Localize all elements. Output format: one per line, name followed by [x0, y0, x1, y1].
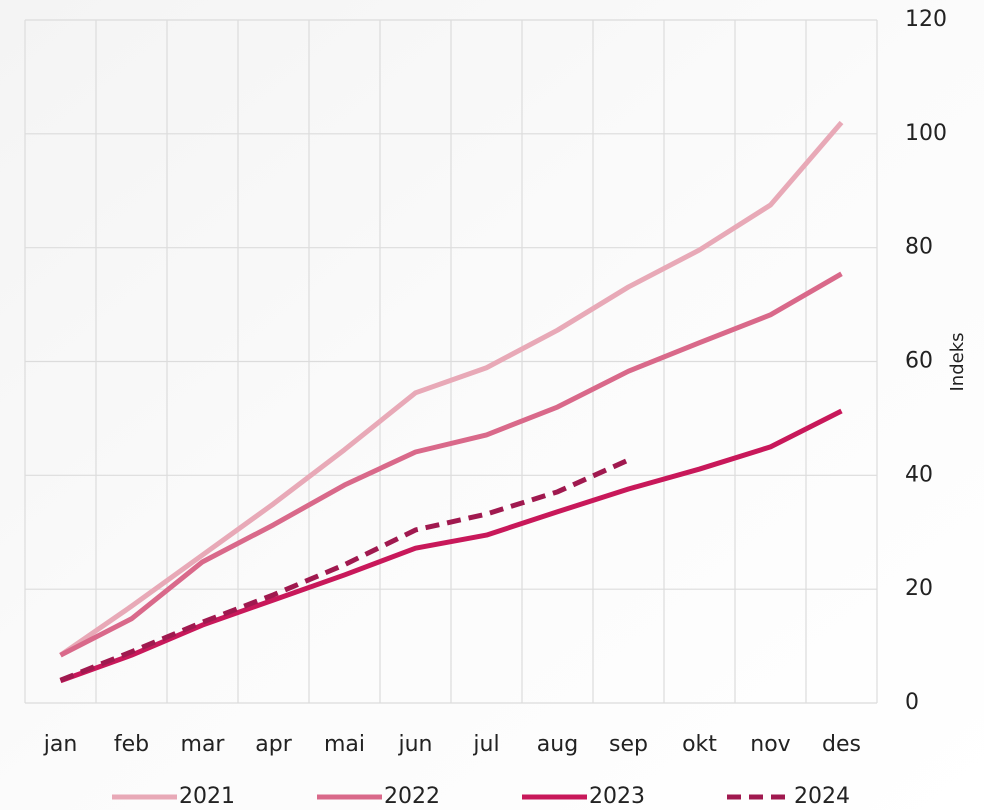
x-tick-label: jun	[398, 732, 433, 757]
x-tick-label: apr	[255, 732, 292, 757]
y-tick-label: 0	[905, 690, 919, 715]
x-tick-label: mai	[324, 732, 365, 757]
y-tick-label: 40	[905, 462, 933, 487]
series-line	[59, 271, 843, 658]
x-tick-label: okt	[682, 732, 717, 757]
legend-label: 2021	[179, 784, 235, 809]
x-tick-label: des	[822, 732, 861, 757]
y-tick-label: 120	[905, 7, 947, 32]
y-tick-label: 100	[905, 121, 947, 146]
legend-label: 2022	[384, 784, 440, 809]
x-tick-label: aug	[537, 732, 578, 757]
x-tick-label: jan	[43, 732, 78, 757]
series-line	[59, 120, 844, 658]
y-tick-label: 20	[905, 576, 933, 601]
y-tick-label: 60	[905, 349, 933, 374]
x-tick-label: sep	[609, 732, 648, 757]
series-line	[59, 457, 630, 683]
x-tick-label: feb	[114, 732, 149, 757]
y-tick-label: 80	[905, 235, 933, 260]
legend-label: 2023	[589, 784, 645, 809]
series-line	[59, 408, 843, 684]
y-axis-label: Indeks	[947, 332, 968, 391]
x-tick-label: nov	[750, 732, 790, 757]
legend-label: 2024	[794, 784, 850, 809]
x-tick-label: mar	[181, 732, 226, 757]
x-tick-label: jul	[472, 732, 499, 757]
